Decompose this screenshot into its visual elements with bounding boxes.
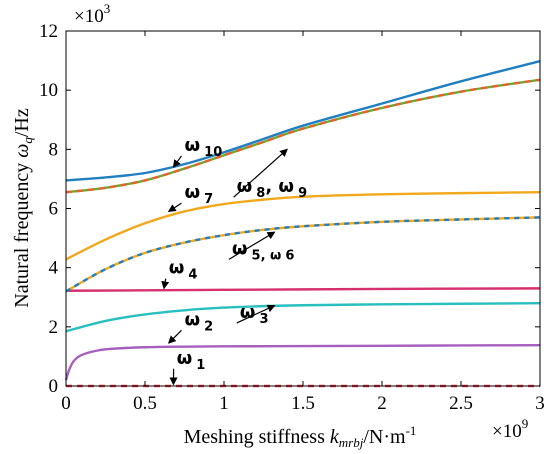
plot-frame [65,30,541,387]
annotation-arrow [233,148,288,198]
series-line-9 [65,78,541,194]
x-tick-label: 1.5 [291,393,315,414]
x-axis-label: Meshing stiffness kmrbj/N·m-1 [184,423,417,450]
series-line-10 [65,60,541,182]
annotation-arrow [172,155,182,168]
x-multiplier: ×109 [492,416,528,442]
series-line-2 [64,343,541,381]
y-tick-label: 4 [49,258,59,279]
annotation-layer: ω 1 ω 2 ω 3 ω 4 ω 5, ω 6 ω 7 ω 8, ω 9 ω 10 [161,135,308,386]
y-tick-label: 12 [39,21,58,42]
series-layer [64,60,541,388]
y-tick-label: 0 [49,376,59,397]
series-line-3 [65,301,541,333]
x-tick-label: 2 [377,393,387,414]
series-line-7 [65,191,541,261]
series-line-4 [65,287,541,292]
annotation-arrow [228,231,276,260]
annotation-arrow [167,329,182,344]
y-tick-label: 8 [49,139,59,160]
series-line-5 [65,216,541,293]
annotation-arrow [161,278,170,290]
y-tick-label: 2 [49,317,59,338]
annotation-omega-8: ω 10 [172,135,223,168]
tick-layer: 0 0.5 1 1.5 2 2.5 3 0 2 4 6 8 10 12 [39,21,545,414]
y-tick-label: 10 [39,80,58,101]
x-tick-label: 1 [219,393,229,414]
y-axis-label: Natural frequency ωq/Hz [11,108,35,308]
y-tick-label: 6 [49,199,59,220]
x-tick-label: 3 [535,393,545,414]
annotation-label: ω 10 [185,135,223,160]
annotation-arrow [167,202,182,213]
x-tick-label: 0 [61,393,71,414]
y-multiplier: ×103 [74,1,110,27]
x-tick-label: 0.5 [133,393,157,414]
series-line-6 [65,216,541,293]
annotation-arrow [236,304,276,324]
x-tick-label: 2.5 [449,393,473,414]
